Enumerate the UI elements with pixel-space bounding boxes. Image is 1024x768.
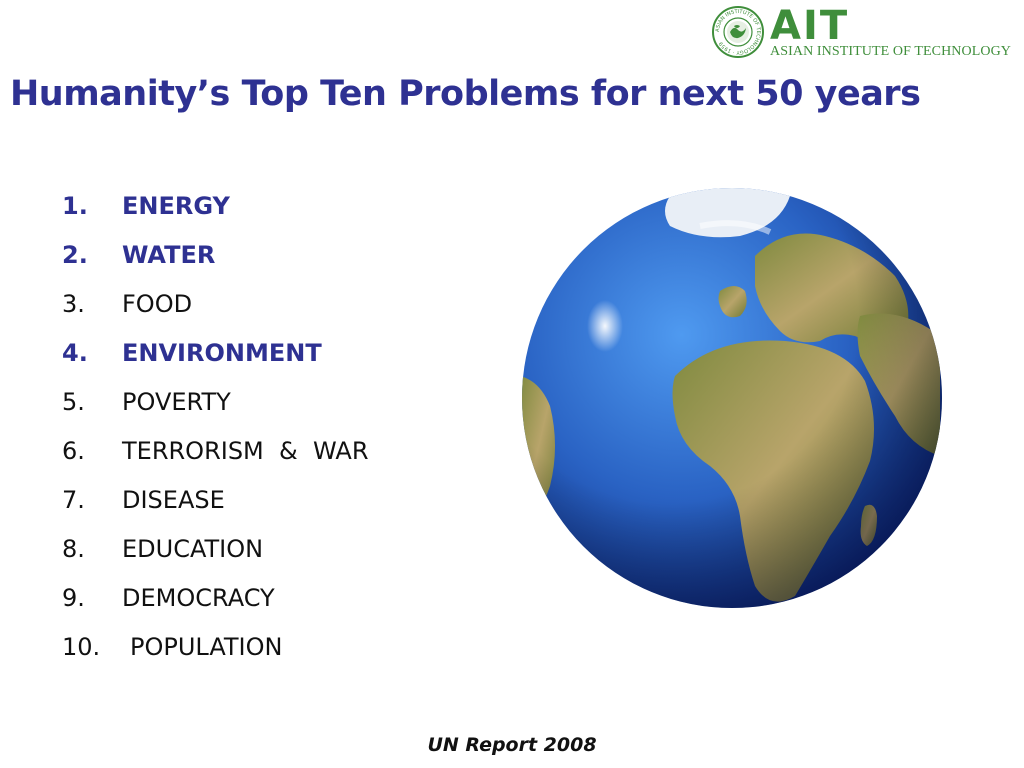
list-item: 1. ENERGY <box>62 182 369 231</box>
page-title: Humanity’s Top Ten Problems for next 50 … <box>10 74 921 114</box>
list-item: 10. POPULATION <box>62 623 369 672</box>
ait-logo-mark: AIT <box>770 3 850 49</box>
list-item: 8. EDUCATION <box>62 525 369 574</box>
list-item: 5. POVERTY <box>62 378 369 427</box>
list-item-number: 1. <box>62 192 88 220</box>
list-item: 9. DEMOCRACY <box>62 574 369 623</box>
list-item-number: 10. <box>62 633 101 661</box>
list-item-number: 6. <box>62 437 85 465</box>
list-item-number: 3. <box>62 290 85 318</box>
list-item: 2. WATER <box>62 231 369 280</box>
list-item-number: 8. <box>62 535 85 563</box>
list-item-label: POPULATION <box>130 633 283 661</box>
list-item-label: DISEASE <box>122 486 225 514</box>
list-item: 7. DISEASE <box>62 476 369 525</box>
list-item: 4. ENVIRONMENT <box>62 329 369 378</box>
list-item: 3. FOOD <box>62 280 369 329</box>
list-item-label: ENERGY <box>122 192 230 220</box>
list-item-number: 9. <box>62 584 85 612</box>
list-item-number: 5. <box>62 388 85 416</box>
source-citation: UN Report 2008 <box>427 734 597 756</box>
list-item-label: EDUCATION <box>122 535 264 563</box>
list-item-label: ENVIRONMENT <box>122 339 322 367</box>
ait-logo-name: ASIAN INSTITUTE OF TECHNOLOGY <box>770 44 1012 59</box>
ait-logo: ASIAN INSTITUTE OF TECHNOLOGY · 1959 AIT… <box>712 6 1018 62</box>
problem-list: 1. ENERGY 2. WATER 3. FOOD 4. ENVIRONMEN… <box>62 182 369 672</box>
list-item: 6. TERRORISM & WAR <box>62 427 369 476</box>
list-item-number: 2. <box>62 241 88 269</box>
ait-seal-icon: ASIAN INSTITUTE OF TECHNOLOGY · 1959 <box>712 6 764 58</box>
list-item-number: 4. <box>62 339 88 367</box>
list-item-label: FOOD <box>122 290 193 318</box>
earth-globe-icon <box>522 188 942 608</box>
list-item-label: DEMOCRACY <box>122 584 275 612</box>
list-item-number: 7. <box>62 486 85 514</box>
list-item-label: TERRORISM & WAR <box>122 437 369 465</box>
list-item-label: WATER <box>122 241 216 269</box>
list-item-label: POVERTY <box>122 388 231 416</box>
